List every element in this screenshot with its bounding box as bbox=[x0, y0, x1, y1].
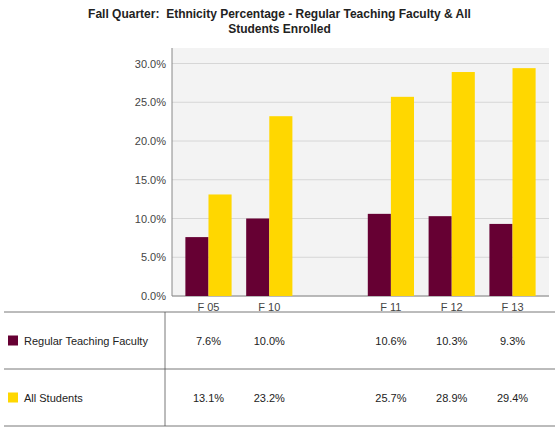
y-tick-label: 20.0% bbox=[135, 135, 166, 147]
bar bbox=[513, 68, 536, 296]
data-label: 9.3% bbox=[500, 335, 525, 347]
x-tick-label: F 12 bbox=[441, 301, 463, 313]
x-tick-label: F 11 bbox=[380, 301, 401, 313]
bar bbox=[368, 214, 391, 296]
bars bbox=[185, 68, 535, 296]
title: Fall Quarter: Ethnicity Percentage - Reg… bbox=[88, 7, 471, 36]
table-line bbox=[165, 312, 166, 426]
legend-swatch bbox=[8, 393, 18, 403]
grid-line bbox=[172, 102, 549, 103]
data-label: 29.4% bbox=[497, 392, 528, 404]
x-tick-label: F 05 bbox=[197, 301, 219, 313]
background bbox=[0, 0, 559, 432]
legend-label: All Students bbox=[24, 392, 83, 404]
y-tick-label: 25.0% bbox=[135, 96, 166, 108]
x-tick-label: F 10 bbox=[258, 301, 280, 313]
x-tick-label: F 13 bbox=[502, 301, 524, 313]
table-line bbox=[4, 369, 555, 370]
data-label: 7.6% bbox=[196, 335, 221, 347]
legend-swatch bbox=[8, 336, 18, 346]
data-label: 10.6% bbox=[375, 335, 406, 347]
data-label: 10.0% bbox=[254, 335, 285, 347]
grid-line bbox=[172, 179, 549, 180]
y-tick-label: 0.0% bbox=[141, 290, 166, 302]
bar bbox=[269, 116, 292, 296]
grid-line bbox=[172, 141, 549, 142]
table-line bbox=[4, 312, 555, 313]
bar bbox=[391, 97, 414, 296]
y-tick-label: 30.0% bbox=[135, 58, 166, 70]
table-line bbox=[4, 426, 555, 427]
bar bbox=[185, 237, 208, 296]
bar bbox=[429, 216, 452, 296]
grid-line bbox=[172, 63, 549, 64]
data-label: 23.2% bbox=[254, 392, 285, 404]
data-label: 13.1% bbox=[193, 392, 224, 404]
bar bbox=[246, 219, 269, 297]
bar bbox=[208, 194, 231, 296]
y-tick-label: 15.0% bbox=[135, 174, 166, 186]
chart: Fall Quarter: Ethnicity Percentage - Reg… bbox=[0, 0, 559, 432]
legend-label: Regular Teaching Faculty bbox=[24, 335, 148, 347]
data-label: 10.3% bbox=[436, 335, 467, 347]
y-tick-label: 5.0% bbox=[141, 251, 166, 263]
plot-area bbox=[172, 48, 549, 296]
bar bbox=[452, 72, 475, 296]
y-tick-label: 10.0% bbox=[135, 213, 166, 225]
y-axis-line bbox=[172, 48, 173, 296]
data-label: 25.7% bbox=[375, 392, 406, 404]
bar bbox=[489, 224, 512, 296]
data-label: 28.9% bbox=[436, 392, 467, 404]
